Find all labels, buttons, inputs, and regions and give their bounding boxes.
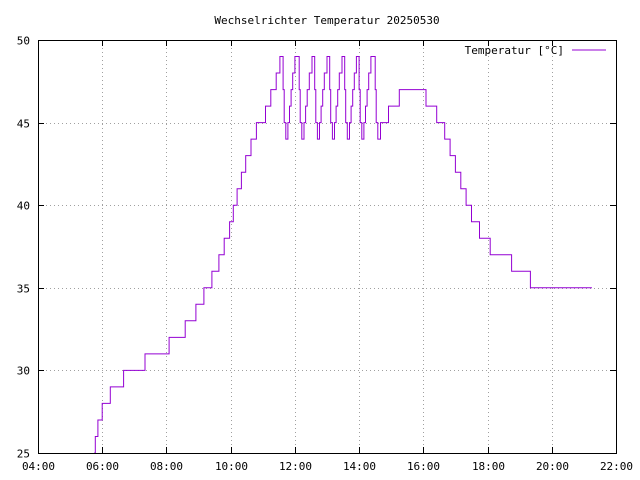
- series-layer: [94, 56, 592, 454]
- y-tick-label: 35: [17, 283, 30, 296]
- x-tick-label: 18:00: [472, 460, 505, 473]
- x-tick-label: 04:00: [22, 460, 55, 473]
- legend-label: Temperatur [°C]: [465, 44, 564, 57]
- x-tick-label: 12:00: [279, 460, 312, 473]
- x-tick-label: 16:00: [407, 460, 440, 473]
- y-tick-label: 40: [17, 200, 30, 213]
- x-tick-label: 10:00: [215, 460, 248, 473]
- y-tick-label: 25: [17, 448, 30, 461]
- x-tick-label: 22:00: [600, 460, 633, 473]
- plot-frame: [38, 40, 617, 454]
- y-tick-label: 30: [17, 365, 30, 378]
- y-tick-label: 50: [17, 35, 30, 48]
- x-tick-label: 06:00: [86, 460, 119, 473]
- x-tick-label: 20:00: [536, 460, 569, 473]
- series-line: [94, 56, 592, 454]
- legend: Temperatur [°C]: [465, 44, 606, 57]
- y-tick-label: 45: [17, 118, 30, 131]
- x-tick-label: 14:00: [343, 460, 376, 473]
- chart-title: Wechselrichter Temperatur 20250530: [214, 14, 439, 27]
- axis-ticks: 04:00 06:00 08:00 10:00 12:00 14:00 16:00 18:00…: [17, 35, 633, 474]
- x-tick-label: 08:00: [150, 460, 183, 473]
